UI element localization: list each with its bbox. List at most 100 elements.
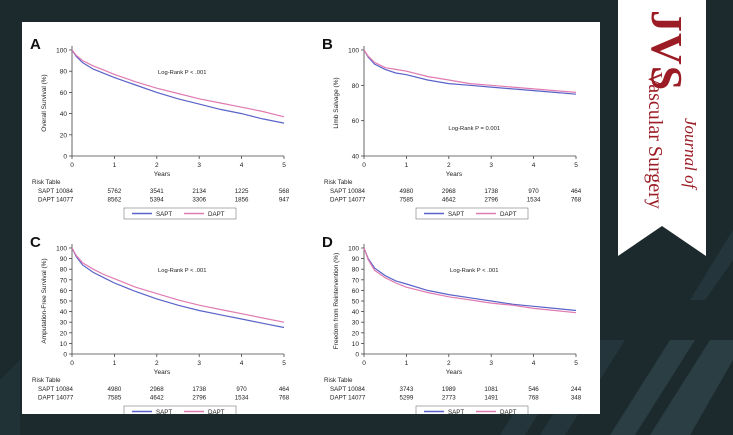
x-tick-label: 5: [574, 360, 578, 367]
y-tick-label: 30: [60, 320, 68, 327]
risk-value: 3306: [192, 197, 206, 204]
legend-label-dapt: DAPT: [208, 211, 225, 218]
risk-value: 2968: [150, 386, 164, 393]
risk-value: 3541: [150, 188, 164, 195]
panel-letter: A: [30, 36, 41, 53]
risk-row-label: DAPT 14077: [38, 197, 74, 204]
legend-label-dapt: DAPT: [500, 409, 517, 414]
series-line-dapt: [363, 247, 577, 314]
legend-box: [415, 405, 529, 414]
legend-label-sapt: SAPT: [448, 409, 464, 414]
series-line-sapt: [71, 49, 285, 124]
figure-card: A 0 20 40 60 80 100 0 1 2 3 4 5 Overall Survival (%) Y…: [22, 22, 600, 414]
y-tick-label: 80: [60, 267, 68, 274]
y-axis-label: Amputation-Free Survival (%): [41, 258, 48, 343]
risk-value: 5762: [108, 188, 122, 195]
risk-row-label: SAPT 10084: [38, 188, 74, 195]
risk-table-title: Risk Table: [32, 179, 61, 186]
y-axis-label: Overall Survival (%): [41, 74, 48, 131]
x-tick-label: 5: [282, 360, 286, 367]
risk-table-title: Risk Table: [324, 377, 353, 384]
y-tick-label: 0: [63, 352, 67, 359]
x-tick-label: 2: [447, 162, 451, 169]
y-tick-label: 100: [56, 246, 67, 253]
risk-value: 4980: [400, 188, 414, 195]
x-tick-label: 3: [197, 162, 201, 169]
risk-value: 2773: [442, 395, 456, 402]
x-tick-label: 3: [489, 360, 493, 367]
y-tick-label: 70: [60, 277, 68, 284]
risk-value: 970: [528, 188, 539, 195]
risk-value: 8562: [108, 197, 122, 204]
panel-letter: D: [322, 234, 333, 251]
y-tick-label: 40: [352, 154, 360, 161]
risk-value: 768: [279, 395, 290, 402]
x-tick-label: 0: [70, 162, 74, 169]
risk-value: 1534: [235, 395, 249, 402]
y-tick-label: 40: [352, 309, 360, 316]
x-axis-label: Years: [154, 171, 171, 178]
y-tick-label: 0: [355, 352, 359, 359]
logrank-annotation: Log-Rank P < .001: [450, 268, 498, 274]
risk-value: 7585: [400, 197, 414, 204]
y-axis-label: Limb Salvage (%): [333, 77, 340, 128]
y-tick-label: 80: [352, 267, 360, 274]
y-tick-label: 20: [60, 132, 68, 139]
journal-badge: JVS Journal of Vascular Surgery: [618, 0, 706, 256]
series-line-dapt: [71, 247, 285, 323]
risk-table-title: Risk Table: [324, 179, 353, 186]
panel-a: A 0 20 40 60 80 100 0 1 2 3 4 5 Overall Survival (%) Y…: [30, 36, 290, 220]
risk-value: 1534: [527, 197, 541, 204]
y-tick-label: 100: [348, 246, 359, 253]
risk-value: 4642: [442, 197, 456, 204]
risk-value: 4980: [108, 386, 122, 393]
legend-box: [123, 207, 237, 220]
x-tick-label: 4: [240, 360, 244, 367]
legend-label-dapt: DAPT: [208, 409, 225, 414]
risk-value: 1491: [484, 395, 498, 402]
y-tick-label: 50: [352, 299, 360, 306]
ribbon-shape: [618, 0, 706, 256]
y-tick-label: 90: [60, 256, 68, 263]
y-tick-label: 60: [60, 288, 68, 295]
risk-row-label: SAPT 10084: [38, 386, 74, 393]
risk-value: 568: [279, 188, 290, 195]
series-line-sapt: [71, 247, 285, 329]
panel-letter: B: [322, 36, 333, 53]
series-line-dapt: [71, 49, 285, 118]
y-tick-label: 60: [352, 118, 360, 125]
y-tick-label: 0: [63, 154, 67, 161]
y-tick-label: 30: [352, 320, 360, 327]
risk-value: 2796: [192, 395, 206, 402]
risk-value: 4642: [150, 395, 164, 402]
x-tick-label: 4: [532, 360, 536, 367]
x-tick-label: 1: [405, 360, 409, 367]
series-line-sapt: [363, 247, 577, 312]
risk-value: 1081: [484, 386, 498, 393]
risk-row-label: SAPT 10084: [330, 386, 366, 393]
y-tick-label: 100: [348, 48, 359, 55]
risk-value: 768: [571, 197, 582, 204]
x-tick-label: 0: [362, 162, 366, 169]
risk-value: 2134: [192, 188, 206, 195]
risk-value: 1738: [192, 386, 206, 393]
risk-value: 1856: [235, 197, 249, 204]
risk-value: 5299: [400, 395, 414, 402]
x-tick-label: 3: [197, 360, 201, 367]
y-tick-label: 20: [352, 330, 360, 337]
risk-value: 546: [528, 386, 539, 393]
risk-value: 3743: [400, 386, 414, 393]
x-tick-label: 1: [113, 162, 117, 169]
y-tick-label: 60: [60, 90, 68, 97]
y-tick-label: 60: [352, 288, 360, 295]
legend-label-sapt: SAPT: [156, 409, 172, 414]
risk-value: 2796: [484, 197, 498, 204]
risk-row-label: SAPT 10084: [330, 188, 366, 195]
risk-value: 464: [279, 386, 290, 393]
risk-value: 947: [279, 197, 290, 204]
legend-label-sapt: SAPT: [448, 211, 464, 218]
risk-value: 1989: [442, 386, 456, 393]
x-tick-label: 1: [405, 162, 409, 169]
x-tick-label: 1: [113, 360, 117, 367]
